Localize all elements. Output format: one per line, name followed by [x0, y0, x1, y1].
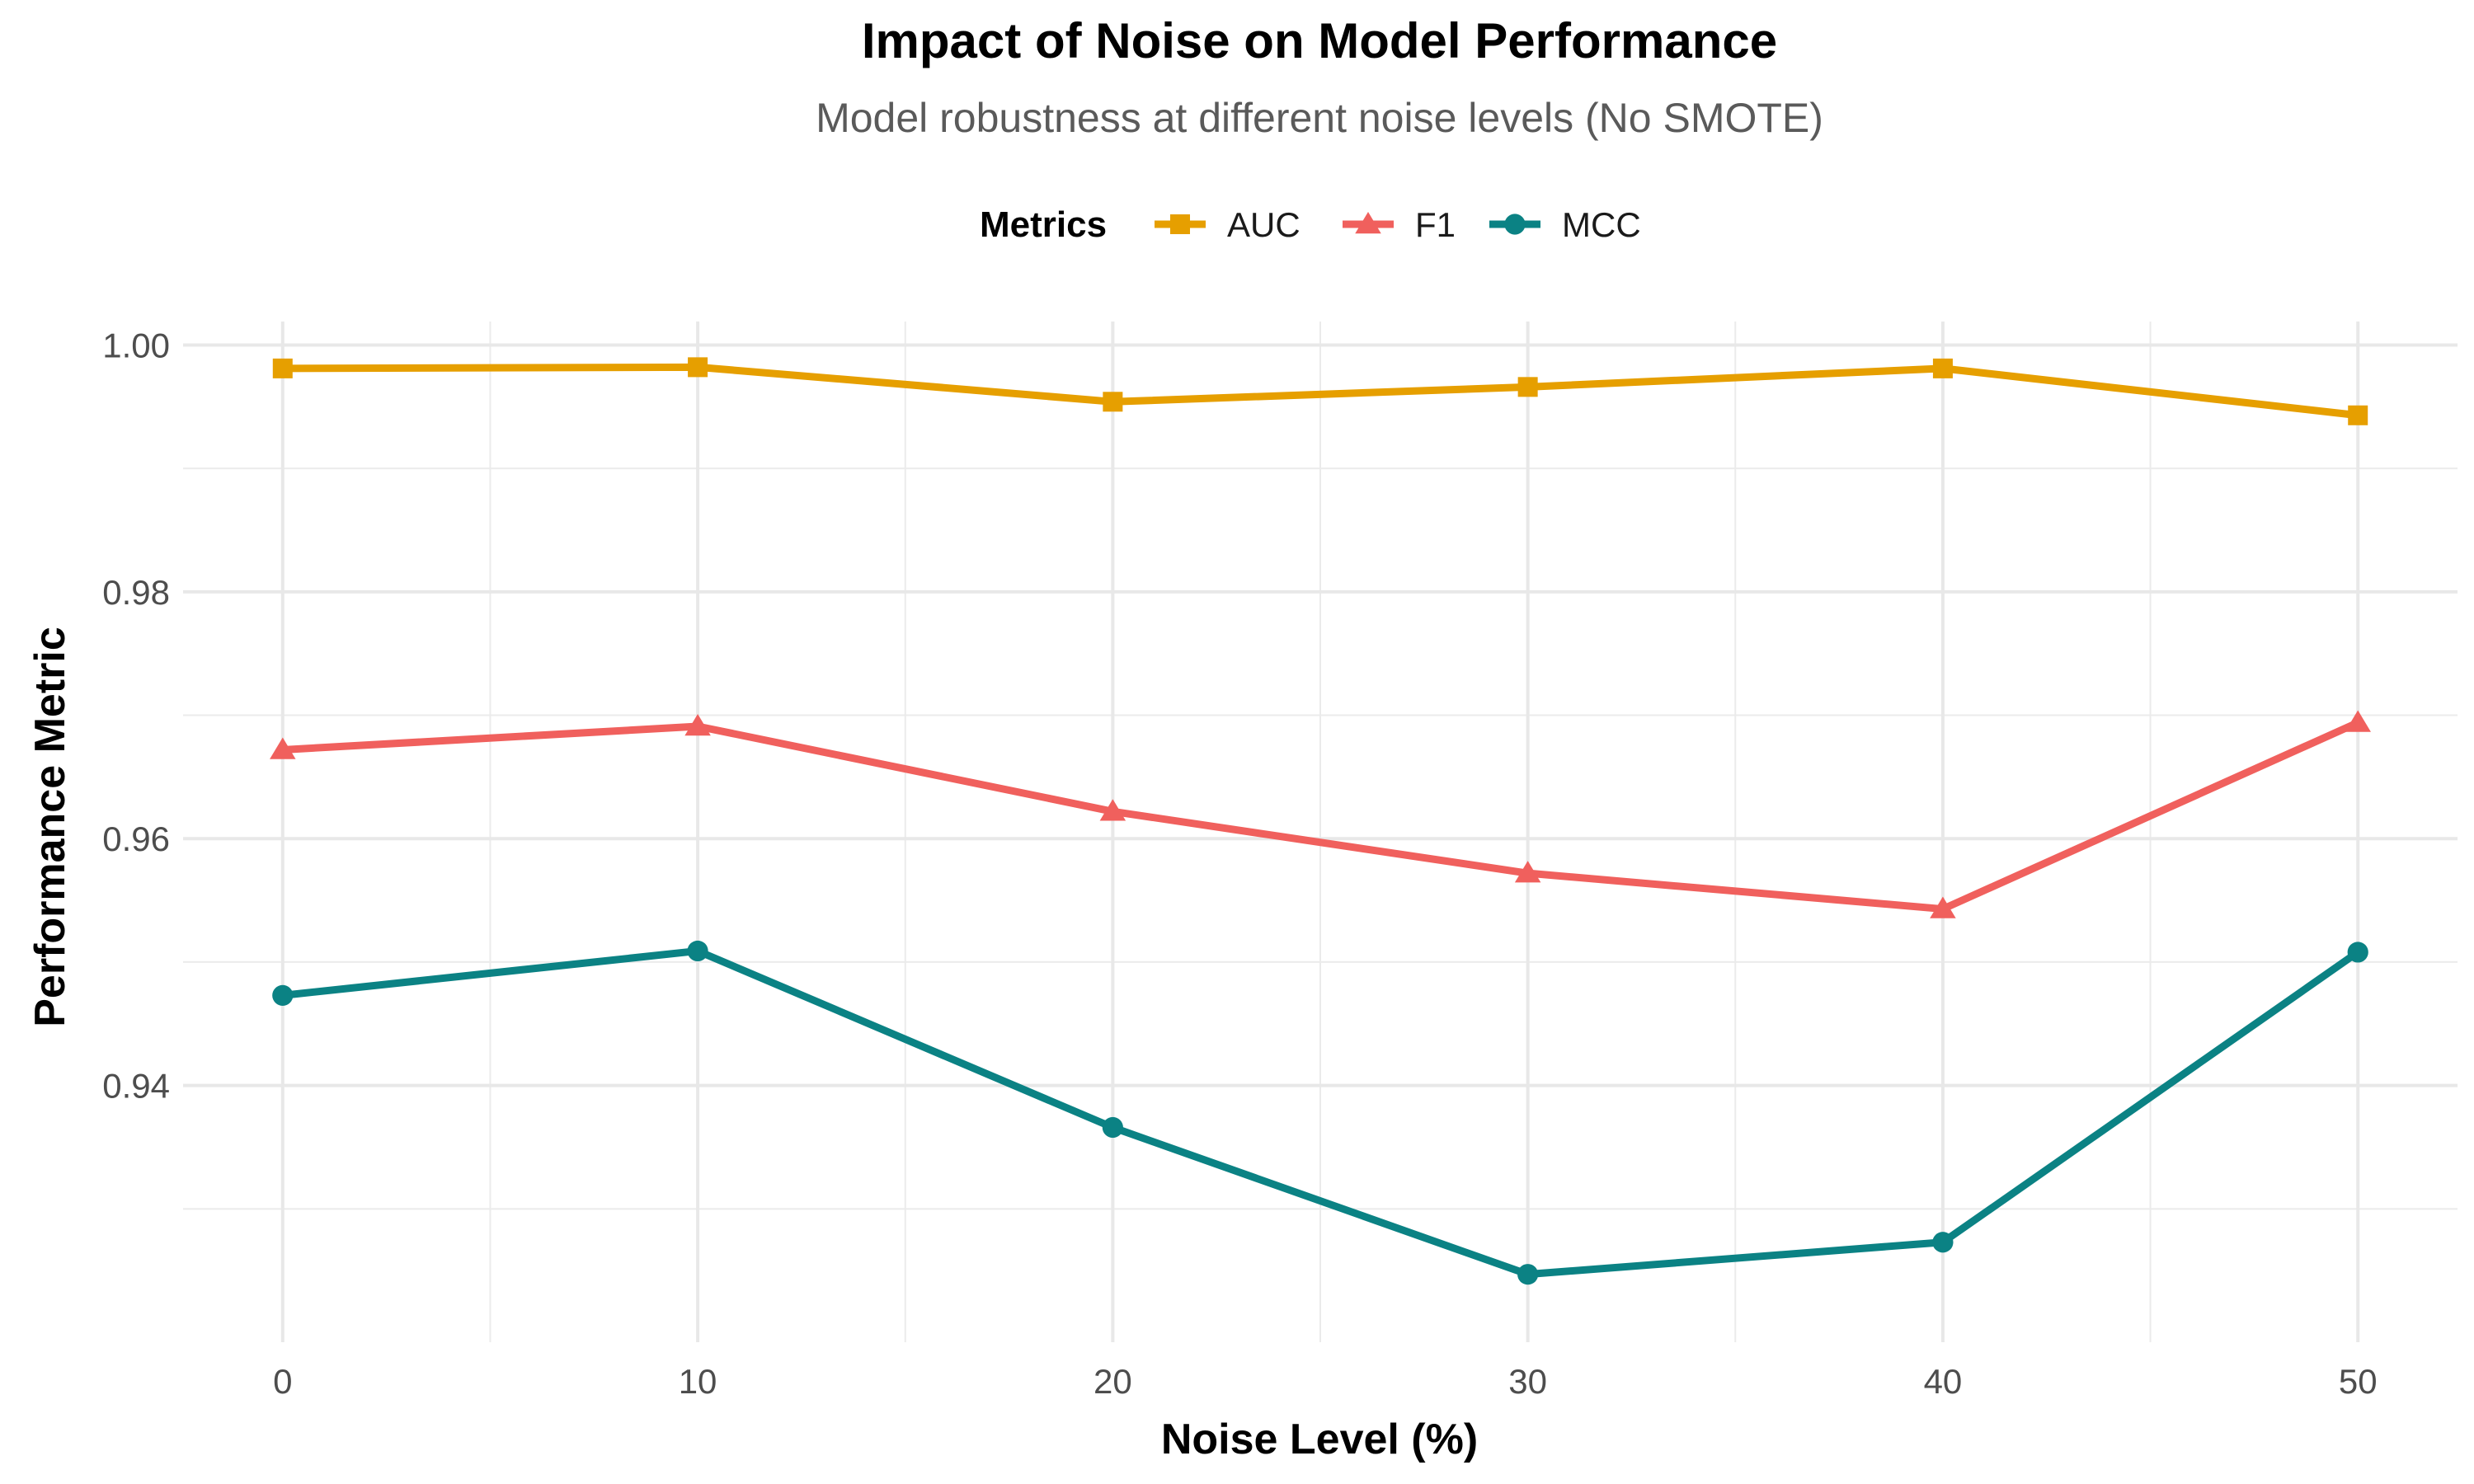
x-tick-label: 20 — [1094, 1362, 1132, 1401]
f1-point — [2345, 710, 2371, 732]
legend-f1-label: F1 — [1415, 205, 1456, 244]
y-tick-label: 0.96 — [102, 819, 170, 858]
auc-point — [1517, 377, 1538, 397]
f1-point — [684, 714, 711, 736]
mcc-point — [272, 984, 294, 1006]
y-tick-label: 0.98 — [102, 573, 170, 612]
auc-point — [688, 357, 708, 378]
auc-point — [272, 358, 293, 378]
legend-f1-marker — [1355, 212, 1381, 234]
y-axis-title: Performance Metric — [26, 627, 74, 1027]
chart-title: Impact of Noise on Model Performance — [862, 13, 1777, 68]
chart-subtitle: Model robustness at different noise leve… — [816, 95, 1823, 141]
legend-title: Metrics — [980, 204, 1107, 245]
f1-point — [1930, 896, 1956, 918]
mcc-line — [279, 946, 2362, 1279]
x-tick-label: 0 — [273, 1362, 292, 1401]
legend-auc-label: AUC — [1227, 205, 1300, 244]
legend-mcc-marker — [1504, 214, 1526, 235]
auc-series — [272, 357, 2368, 425]
auc-point — [1932, 358, 1953, 378]
f1-line — [279, 719, 2362, 913]
x-tick-label: 30 — [1508, 1362, 1547, 1401]
auc-point — [1103, 392, 1123, 412]
mcc-point — [687, 940, 708, 962]
mcc-point — [1932, 1232, 1954, 1253]
f1-point — [1514, 861, 1541, 883]
legend-mcc-label: MCC — [1562, 205, 1641, 244]
f1-point — [270, 737, 296, 759]
mcc-point — [1517, 1264, 1539, 1285]
x-tick-label: 10 — [679, 1362, 717, 1401]
series-layer — [270, 357, 2371, 1285]
x-axis-title: Noise Level (%) — [1161, 1416, 1478, 1463]
x-tick-label: 40 — [1924, 1362, 1963, 1401]
mcc-point — [2347, 942, 2368, 963]
auc-line — [279, 363, 2362, 420]
y-tick-label: 0.94 — [102, 1067, 170, 1106]
mcc-series — [272, 940, 2368, 1285]
legend: Metrics AUC F1 MCC — [980, 204, 1641, 245]
legend-auc-marker — [1170, 214, 1190, 234]
mcc-point — [1102, 1116, 1123, 1139]
f1-series — [270, 710, 2371, 918]
axis-ticks: 0 10 20 30 40 50 0.94 0.96 0.98 1.00 — [102, 326, 2377, 1401]
x-tick-label: 50 — [2339, 1362, 2378, 1401]
auc-point — [2348, 405, 2368, 425]
y-tick-label: 1.00 — [102, 326, 170, 364]
f1-point — [1099, 799, 1126, 821]
